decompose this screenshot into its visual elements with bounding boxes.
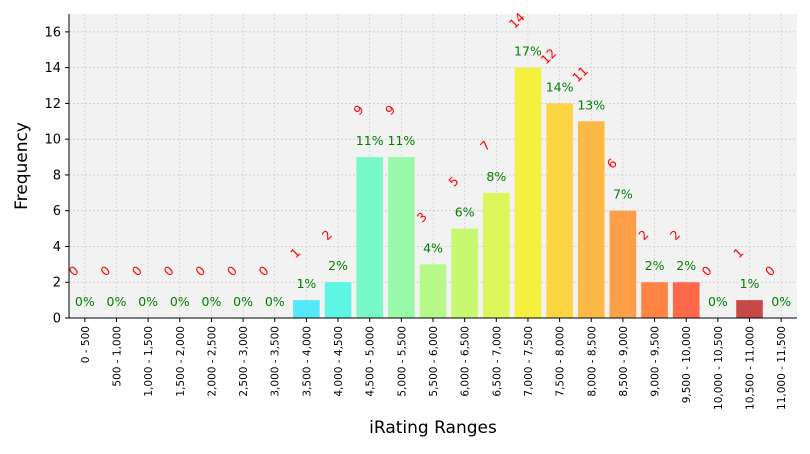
- x-tick-label: 4,000 - 4,500: [333, 326, 345, 397]
- bar-percent-label: 0%: [138, 294, 158, 309]
- x-tick-label: 10,000 - 10,500: [713, 326, 725, 410]
- bar: [293, 300, 320, 318]
- bar-percent-label: 11%: [356, 133, 384, 148]
- bar-percent-label: 6%: [455, 205, 475, 220]
- bar: [388, 157, 415, 318]
- bar-percent-label: 4%: [423, 240, 443, 255]
- x-tick-label: 4,500 - 5,000: [365, 326, 377, 397]
- x-tick-label: 9,000 - 9,500: [650, 326, 662, 397]
- x-tick-label: 2,000 - 2,500: [206, 326, 218, 397]
- bar: [736, 300, 763, 318]
- bar: [609, 210, 637, 318]
- y-tick-label: 16: [44, 25, 61, 40]
- x-tick-label: 0 - 500: [80, 326, 92, 363]
- bar-percent-label: 0%: [170, 294, 190, 309]
- x-tick-label: 7,500 - 8,000: [555, 326, 567, 397]
- x-tick-label: 8,500 - 9,000: [618, 326, 630, 397]
- bar: [451, 228, 478, 318]
- bar: [546, 103, 573, 318]
- bar: [356, 157, 383, 318]
- bar-percent-label: 0%: [233, 294, 253, 309]
- bar-percent-label: 2%: [645, 258, 665, 273]
- bar: [324, 282, 352, 318]
- y-tick-label: 2: [53, 276, 61, 291]
- bar: [514, 67, 542, 318]
- bar-percent-label: 1%: [740, 276, 760, 291]
- x-tick-label: 9,500 - 10,000: [681, 326, 693, 403]
- bar-percent-label: 0%: [708, 294, 728, 309]
- x-tick-label: 10,500 - 11,000: [745, 326, 757, 410]
- y-axis-label: Frequency: [12, 122, 32, 210]
- y-tick-label: 10: [44, 133, 61, 148]
- bar-percent-label: 0%: [75, 294, 95, 309]
- bar-percent-label: 2%: [328, 258, 348, 273]
- bar-percent-label: 11%: [387, 133, 415, 148]
- y-tick-label: 6: [53, 204, 61, 219]
- x-tick-label: 3,500 - 4,000: [301, 326, 313, 397]
- y-tick-label: 0: [53, 312, 61, 327]
- y-tick-label: 8: [53, 168, 61, 183]
- bar-percent-label: 14%: [546, 79, 574, 94]
- x-tick-label: 6,000 - 6,500: [460, 326, 472, 397]
- x-tick-label: 3,000 - 3,500: [270, 326, 282, 397]
- bar-percent-label: 0%: [265, 294, 285, 309]
- bar: [419, 264, 447, 318]
- x-tick-label: 6,500 - 7,000: [491, 326, 503, 397]
- bar-percent-label: 17%: [514, 44, 542, 59]
- bar-percent-label: 0%: [202, 294, 222, 309]
- x-tick-label: 5,000 - 5,500: [396, 326, 408, 397]
- bar: [483, 192, 510, 318]
- bars: [293, 67, 763, 318]
- bar-percent-label: 13%: [577, 97, 605, 112]
- bar: [641, 282, 668, 318]
- bar: [672, 282, 700, 318]
- bar-percent-label: 7%: [613, 187, 633, 202]
- bar: [577, 121, 605, 318]
- bar-percent-label: 8%: [486, 169, 506, 184]
- x-tick-label: 11,000 - 11,500: [776, 326, 788, 410]
- x-tick-label: 1,500 - 2,000: [175, 326, 187, 397]
- x-tick-label: 2,500 - 3,000: [238, 326, 250, 397]
- x-tick-label: 7,000 - 7,500: [523, 326, 535, 397]
- x-tick-label: 8,000 - 8,500: [586, 326, 598, 397]
- bar-percent-label: 2%: [676, 258, 696, 273]
- x-tick-label: 500 - 1,000: [111, 326, 123, 387]
- x-tick-label: 5,500 - 6,000: [428, 326, 440, 397]
- bar-percent-label: 1%: [296, 276, 316, 291]
- y-tick-label: 4: [53, 240, 61, 255]
- y-tick-label: 14: [44, 61, 61, 76]
- x-axis-label: iRating Ranges: [369, 418, 497, 438]
- x-tick-label: 1,000 - 1,500: [143, 326, 155, 397]
- axes: 0 2 4 6 8 10 12 14 16 0 - 500 500 - 1,000 1,000 - 1…: [44, 14, 797, 410]
- bar-percent-label: 0%: [107, 294, 127, 309]
- y-tick-label: 12: [44, 97, 61, 112]
- bar-percent-label: 0%: [771, 294, 791, 309]
